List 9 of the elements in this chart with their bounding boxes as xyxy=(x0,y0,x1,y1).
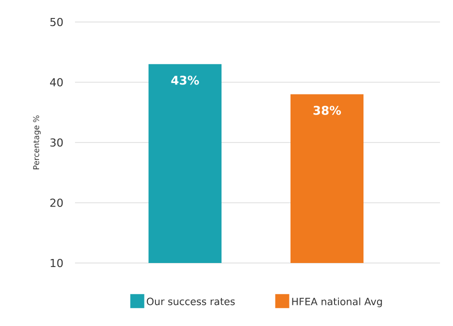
y-tick-label: 50 xyxy=(50,18,63,26)
legend-label: HFEA national Avg xyxy=(292,298,382,308)
y-tick-label: 30 xyxy=(50,138,63,147)
data-label: 43% xyxy=(171,76,199,85)
y-tick-label: 20 xyxy=(50,198,63,207)
y-tick-label: 10 xyxy=(50,258,63,268)
y-tick-label: 40 xyxy=(50,78,63,86)
data-label: 38% xyxy=(313,106,341,115)
legend-label: Our success rates xyxy=(146,298,235,306)
